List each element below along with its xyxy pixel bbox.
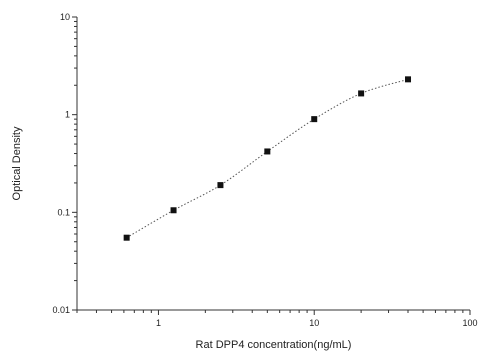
series xyxy=(123,76,412,241)
data-point xyxy=(405,76,412,83)
x-tick-label: 10 xyxy=(309,318,319,328)
data-point xyxy=(217,182,224,189)
axes xyxy=(76,17,470,311)
ticks: 1 10 100 0.01 0.1 1 10 xyxy=(52,12,477,328)
x-tick-label: 1 xyxy=(156,318,161,328)
fit-curve xyxy=(126,78,409,239)
y-axis-title: Optical Density xyxy=(11,126,23,200)
y-tick-label: 1 xyxy=(65,110,70,120)
data-point xyxy=(264,148,271,155)
x-tick-label: 100 xyxy=(462,318,477,328)
data-point xyxy=(311,116,318,123)
data-point xyxy=(358,90,365,97)
y-tick-label: 0.01 xyxy=(52,305,70,315)
x-axis-title: Rat DPP4 concentration(ng/mL) xyxy=(196,339,352,351)
data-point xyxy=(123,234,130,241)
y-tick-label: 10 xyxy=(60,12,70,22)
y-tick-label: 0.1 xyxy=(57,207,70,217)
data-point xyxy=(170,207,177,214)
